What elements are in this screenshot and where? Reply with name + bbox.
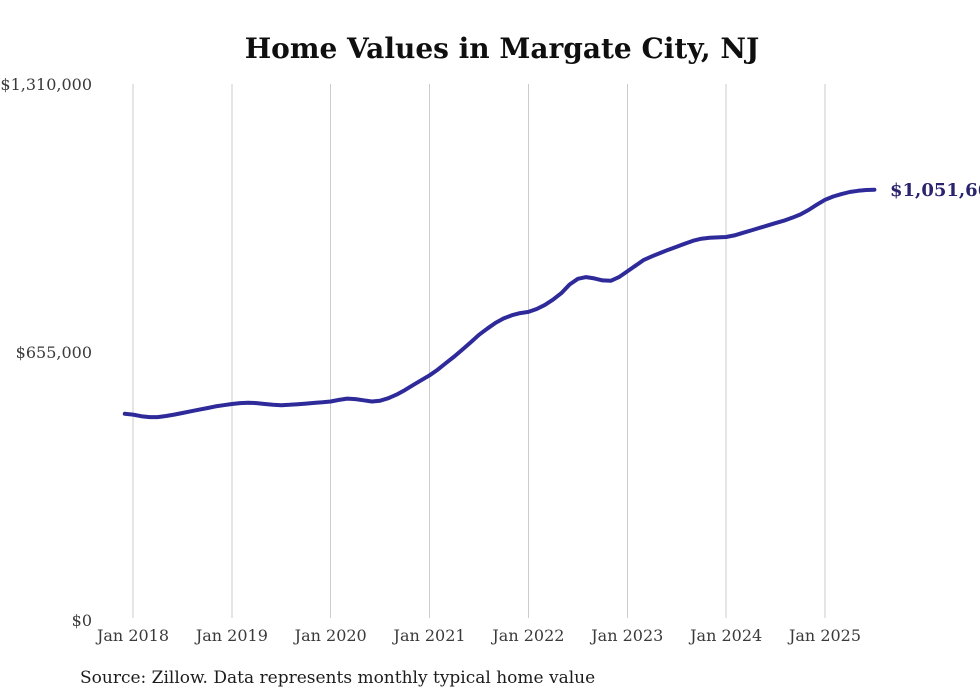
x-axis-label: Jan 2018 — [95, 626, 169, 645]
source-note: Source: Zillow. Data represents monthly … — [80, 668, 595, 688]
value-line-group — [122, 187, 877, 420]
latest-value-label: $1,051,669 — [890, 180, 980, 201]
chart-title: Home Values in Margate City, NJ — [245, 32, 760, 65]
value-line — [122, 187, 877, 420]
x-axis-label: Jan 2019 — [194, 626, 268, 645]
x-axis-label: Jan 2020 — [293, 626, 367, 645]
x-axis-label: Jan 2024 — [688, 626, 762, 645]
x-axis-labels: Jan 2018 Jan 2019 Jan 2020 Jan 2021 Jan 2022… — [95, 626, 861, 645]
x-axis-label: Jan 2025 — [787, 626, 861, 645]
y-axis-label-max: $1,310,000 — [0, 75, 92, 94]
x-axis-label: Jan 2022 — [490, 626, 564, 645]
y-axis-label-mid: $655,000 — [16, 343, 92, 362]
y-axis-label-zero: $0 — [72, 611, 92, 630]
x-axis-label: Jan 2023 — [589, 626, 663, 645]
x-axis-label: Jan 2021 — [392, 626, 466, 645]
gridlines — [132, 84, 826, 618]
